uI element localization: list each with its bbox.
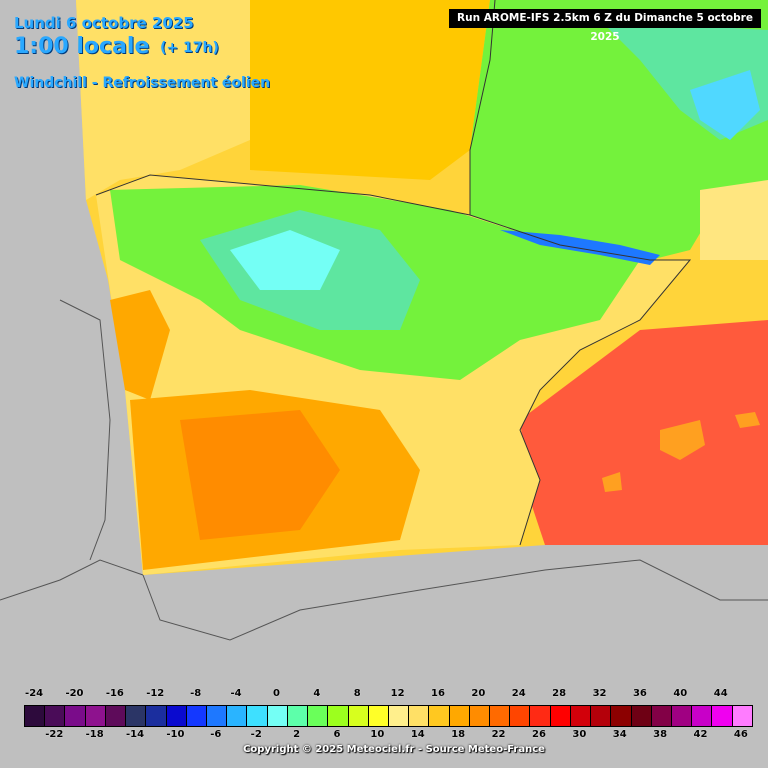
alps-cold-area [690, 70, 760, 140]
legend-tick-label: -24 [25, 688, 44, 699]
legend-tick-label: 38 [653, 729, 668, 740]
legend-tick-label: 28 [552, 688, 567, 699]
legend-tick-label: 10 [370, 729, 385, 740]
forecast-hour: 1:00 locale [14, 34, 150, 59]
menorca [735, 412, 760, 428]
legend-tick-label: 30 [572, 729, 587, 740]
legend-tick-label: -2 [250, 729, 262, 740]
legend-swatch [328, 706, 349, 726]
legend-swatch [732, 706, 752, 726]
legend-swatch [65, 706, 86, 726]
legend-tick-label: 22 [491, 729, 506, 740]
legend-tick-label: 42 [693, 729, 708, 740]
atlantic-sea-area [76, 0, 250, 200]
mediterranean-sea [520, 320, 768, 545]
legend-color-bar [24, 705, 753, 727]
legend-swatch [247, 706, 268, 726]
forecast-date: Lundi 6 octobre 2025 [14, 14, 194, 32]
legend-swatch [651, 706, 672, 726]
legend-tick-label: 34 [612, 729, 627, 740]
legend-swatch [388, 706, 410, 726]
model-run-banner: Run AROME-IFS 2.5km 6 Z du Dimanche 5 oc… [449, 9, 761, 43]
legend-tick-label: -16 [105, 688, 124, 699]
legend-tick-label: 44 [713, 688, 728, 699]
legend-tick-label: 20 [471, 688, 486, 699]
legend-tick-label: 46 [733, 729, 748, 740]
legend-tick-label: -6 [210, 729, 222, 740]
legend-tick-label: -10 [166, 729, 185, 740]
legend-tick-label: -22 [45, 729, 64, 740]
legend-swatch [530, 706, 551, 726]
legend-tick-label: 8 [353, 688, 361, 699]
legend-swatch [166, 706, 187, 726]
legend-tick-label: 12 [390, 688, 405, 699]
legend-tick-label: -14 [126, 729, 145, 740]
legend-swatch [308, 706, 329, 726]
parameter-title: Windchill - Refroissement éolien [14, 75, 271, 91]
portugal-coast-warm [110, 290, 170, 400]
legend-swatch [510, 706, 531, 726]
legend-tick-label: 32 [592, 688, 607, 699]
legend-tick-label: 18 [451, 729, 466, 740]
legend-tick-label: 40 [673, 688, 688, 699]
provence-coast [700, 180, 768, 260]
legend-swatch [490, 706, 511, 726]
legend-swatch [631, 706, 652, 726]
legend-tick-label: 26 [531, 729, 546, 740]
legend-swatch [227, 706, 248, 726]
legend-swatch [672, 706, 693, 726]
forecast-lead-time: (+ 17h) [160, 40, 219, 56]
andalusia-hot [180, 410, 340, 540]
legend-swatch [126, 706, 147, 726]
legend-tick-label: -12 [146, 688, 165, 699]
legend-swatch [570, 706, 592, 726]
legend-swatch [591, 706, 612, 726]
legend-tick-label: 16 [431, 688, 445, 699]
legend-tick-label: 4 [313, 688, 321, 699]
legend-tick-label: 14 [410, 729, 425, 740]
legend-tick-label: 2 [293, 729, 301, 740]
legend-tick-label: 6 [333, 729, 341, 740]
legend-swatch [267, 706, 288, 726]
copyright-notice: Copyright © 2025 Meteociel.fr - Source M… [243, 744, 545, 755]
legend-swatch [611, 706, 632, 726]
legend-swatch [146, 706, 167, 726]
legend-tick-label: -18 [85, 729, 104, 740]
legend-swatch [368, 706, 389, 726]
north-africa-coast [142, 559, 768, 641]
legend-swatch [692, 706, 713, 726]
legend-swatch [449, 706, 470, 726]
coastline [95, 174, 692, 546]
legend-tick-label: -4 [230, 688, 242, 699]
ibiza [602, 472, 622, 492]
legend-swatch [85, 706, 106, 726]
bay-of-biscay [250, 0, 490, 180]
france-atlantic-coast [469, 0, 496, 215]
legend-tick-label: 24 [511, 688, 526, 699]
legend-swatch [348, 706, 369, 726]
color-scale-legend: -24 -20 -16 -12 -8 -4 0 4 8 12 16 20 24 28 32 36 40 44 -2… [24, 688, 753, 748]
legend-swatch [550, 706, 571, 726]
portugal-south-coast [0, 559, 144, 601]
meseta-cold-patch [230, 230, 340, 290]
legend-swatch [206, 706, 228, 726]
legend-swatch [105, 706, 127, 726]
legend-swatch [429, 706, 450, 726]
legend-swatch [25, 706, 46, 726]
legend-swatch [45, 706, 66, 726]
legend-swatch [186, 706, 207, 726]
legend-tick-label: -20 [65, 688, 84, 699]
legend-tick-label: -8 [190, 688, 202, 699]
legend-swatch [287, 706, 309, 726]
legend-tick-label: 36 [632, 688, 647, 699]
legend-swatch [712, 706, 733, 726]
legend-swatch [409, 706, 430, 726]
portugal-coast-outline [59, 299, 111, 561]
mallorca [660, 420, 705, 460]
legend-swatch [469, 706, 491, 726]
legend-tick-label: 0 [272, 688, 280, 699]
